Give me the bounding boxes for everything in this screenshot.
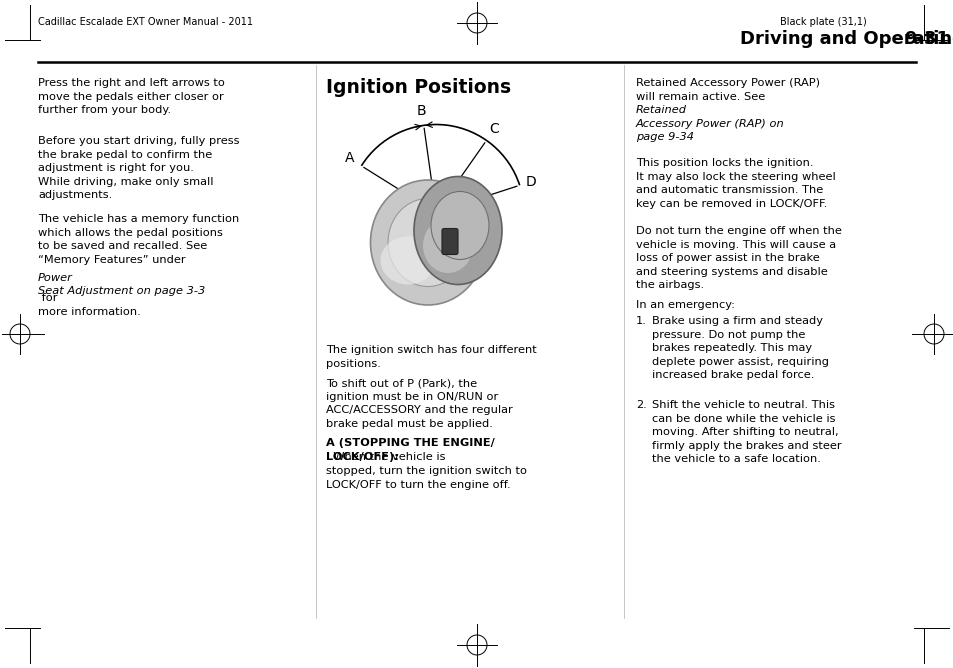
Ellipse shape — [370, 180, 485, 305]
Text: Retained Accessory Power (RAP)
will remain active. See: Retained Accessory Power (RAP) will rema… — [636, 78, 820, 102]
Text: A: A — [344, 152, 354, 166]
Text: In an emergency:: In an emergency: — [636, 300, 734, 310]
Text: When the vehicle is
stopped, turn the ignition switch to
LOCK/OFF to turn the en: When the vehicle is stopped, turn the ig… — [326, 452, 526, 490]
Text: This position locks the ignition.
It may also lock the steering wheel
and automa: This position locks the ignition. It may… — [636, 158, 835, 209]
Text: 9-31: 9-31 — [903, 30, 948, 48]
Text: The ignition switch has four different
positions.: The ignition switch has four different p… — [326, 345, 537, 369]
Text: Shift the vehicle to neutral. This
can be done while the vehicle is
moving. Afte: Shift the vehicle to neutral. This can b… — [651, 400, 841, 464]
Text: To shift out of P (Park), the
ignition must be in ON/RUN or
ACC/ACCESSORY and th: To shift out of P (Park), the ignition m… — [326, 378, 512, 429]
Text: Driving and Operating: Driving and Operating — [740, 30, 953, 48]
Ellipse shape — [431, 192, 489, 259]
Text: Cadillac Escalade EXT Owner Manual - 2011: Cadillac Escalade EXT Owner Manual - 201… — [38, 17, 253, 27]
Text: Black plate (31,1): Black plate (31,1) — [780, 17, 866, 27]
Text: Retained
Accessory Power (RAP) on
page 9-34: Retained Accessory Power (RAP) on page 9… — [636, 105, 784, 142]
Text: Brake using a firm and steady
pressure. Do not pump the
brakes repeatedly. This : Brake using a firm and steady pressure. … — [651, 316, 828, 380]
Text: Power
Seat Adjustment on page 3-3: Power Seat Adjustment on page 3-3 — [38, 273, 205, 297]
Text: C: C — [489, 122, 498, 136]
Text: Do not turn the engine off when the
vehicle is moving. This will cause a
loss of: Do not turn the engine off when the vehi… — [636, 226, 841, 291]
Ellipse shape — [388, 198, 468, 287]
Text: 1.: 1. — [636, 316, 646, 326]
Text: The vehicle has a memory function
which allows the pedal positions
to be saved a: The vehicle has a memory function which … — [38, 214, 239, 265]
Text: A (STOPPING THE ENGINE/
LOCK/OFF):: A (STOPPING THE ENGINE/ LOCK/OFF): — [326, 438, 495, 462]
Text: for
more information.: for more information. — [38, 293, 141, 317]
Ellipse shape — [380, 236, 435, 285]
Ellipse shape — [414, 176, 501, 285]
Ellipse shape — [422, 218, 473, 273]
Text: Ignition Positions: Ignition Positions — [326, 78, 511, 97]
Text: Press the right and left arrows to
move the pedals either closer or
further from: Press the right and left arrows to move … — [38, 78, 225, 115]
Text: B: B — [416, 104, 426, 118]
FancyBboxPatch shape — [441, 228, 457, 255]
Text: 2.: 2. — [636, 400, 646, 410]
Text: Before you start driving, fully press
the brake pedal to confirm the
adjustment : Before you start driving, fully press th… — [38, 136, 239, 200]
Text: D: D — [525, 174, 536, 188]
